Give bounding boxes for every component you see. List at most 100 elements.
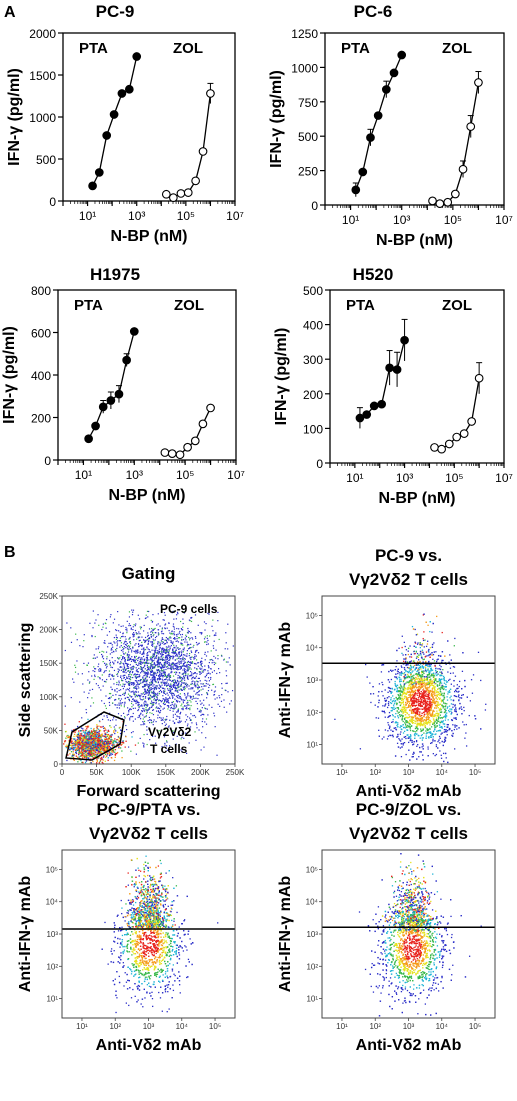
event-dot [195,650,197,652]
event-dot [143,683,146,686]
event-dot [77,673,79,675]
event-dot [143,685,145,688]
event-dot [138,640,140,642]
event-dot [177,669,179,671]
event-dot [138,631,140,633]
event-dot [135,652,137,654]
data-point-pta [84,434,93,444]
event-dot [169,636,171,638]
event-dot [173,633,175,635]
event-dot [180,662,182,665]
event-dot [171,651,173,654]
event-dot [138,674,140,676]
x-tick-label: 100K [122,768,141,777]
event-dot [155,699,157,701]
event-dot [140,678,143,681]
event-dot [173,682,175,684]
event-dot [152,629,155,631]
y-tick-label: 200K [39,626,58,635]
event-dot [124,692,126,695]
event-dot [200,711,202,713]
event-dot [182,672,184,675]
event-dot [73,733,76,736]
event-dot [110,696,112,698]
event-dot [138,687,140,689]
event-dot [162,666,164,668]
event-dot [158,679,160,681]
event-dot [153,662,155,665]
event-dot [138,704,140,706]
event-dot [123,643,125,645]
event-dot [143,745,145,747]
event-dot [118,680,120,682]
event-dot [132,720,134,722]
event-dot [211,706,213,708]
event-dot [182,673,184,675]
event-dot [74,738,76,740]
event-dot [155,720,157,723]
event-dot [185,634,187,636]
event-dot [415,683,417,685]
event-dot [138,664,140,666]
event-dot [206,635,208,637]
event-dot [424,705,427,707]
event-dot [119,729,122,731]
event-dot [185,698,187,700]
event-dot [149,721,151,724]
event-dot [104,705,107,707]
event-dot [120,675,122,677]
event-dot [77,740,79,743]
event-dot [87,740,90,742]
data-point-pta [366,133,375,142]
event-dot [119,637,122,639]
event-dot [160,717,162,719]
event-dot [154,664,156,666]
event-dot [99,750,102,752]
event-dot [139,682,141,685]
event-dot [165,661,167,664]
event-dot [187,692,189,694]
event-dot [195,700,197,702]
event-dot [138,662,140,664]
event-dot [206,693,209,695]
event-dot [115,634,117,636]
event-dot [187,699,189,702]
event-dot [172,656,174,659]
event-dot [161,723,163,725]
event-dot [129,645,131,647]
event-dot [146,654,148,656]
event-dot [125,689,127,691]
event-dot [152,709,155,711]
event-dot [169,685,171,688]
event-dot [90,747,92,750]
event-dot [162,681,164,683]
event-dot [169,685,172,687]
event-dot [168,645,170,647]
event-dot [145,693,147,695]
event-dot [198,690,200,693]
event-dot [194,672,196,674]
event-dot [80,751,83,753]
event-dot [109,692,111,695]
event-dot [188,688,190,690]
event-dot [189,709,191,711]
event-dot [97,648,99,650]
event-dot [150,671,152,673]
event-dot [120,679,123,682]
event-dot [70,742,72,744]
event-dot [184,694,186,696]
event-dot [123,694,125,696]
event-dot [145,715,147,717]
event-dot [158,674,161,676]
event-dot [177,711,179,713]
event-dot [114,699,116,701]
event-dot [96,729,98,731]
event-dot [171,692,173,694]
event-dot [121,678,123,680]
event-dot [196,649,198,652]
event-dot [138,694,140,696]
event-dot [143,723,146,725]
event-dot [126,663,128,665]
event-dot [199,680,201,682]
